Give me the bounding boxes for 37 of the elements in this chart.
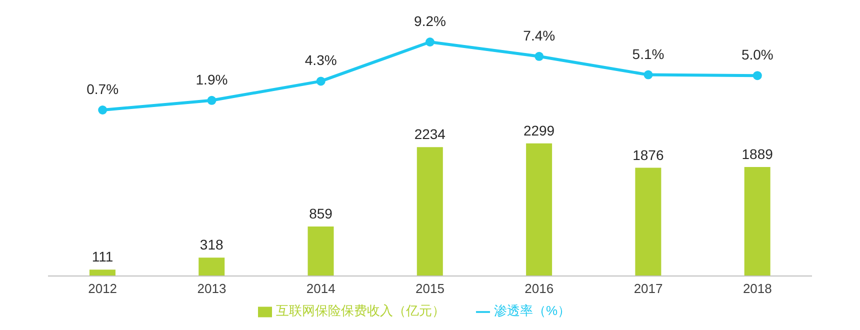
point — [644, 70, 653, 80]
data-label: 2234 — [414, 126, 446, 142]
legend-label: 渗透率（%） — [494, 303, 571, 318]
point — [752, 71, 762, 80]
point — [207, 96, 216, 105]
bar — [744, 167, 770, 276]
data-label: 859 — [309, 205, 333, 222]
bar — [198, 258, 225, 276]
data-label: 0.7% — [86, 81, 119, 97]
data-label: 7.4% — [523, 27, 556, 44]
point — [426, 38, 434, 46]
data-label: 9.2% — [414, 13, 446, 29]
data-label: 318 — [200, 236, 224, 253]
x-tick-label: 2016 — [524, 281, 554, 296]
data-label: 5.1% — [632, 46, 664, 62]
data-label: 1889 — [742, 146, 774, 162]
data-label: 1.9% — [196, 71, 228, 88]
bar — [89, 270, 116, 276]
bar — [416, 147, 443, 276]
legend-label: 互联网保险保费收入（亿元） — [276, 303, 445, 318]
x-tick-label: 2012 — [88, 281, 118, 296]
x-tick-label: 2015 — [416, 281, 444, 296]
data-label: 111 — [92, 248, 114, 265]
bar — [308, 226, 334, 276]
data-label: 5.0% — [741, 46, 774, 63]
x-tick-label: 2013 — [197, 281, 226, 296]
data-label: 1876 — [632, 146, 664, 163]
point — [316, 76, 326, 86]
bar — [526, 143, 552, 276]
point — [534, 52, 544, 61]
x-tick-label: 2017 — [634, 281, 663, 296]
point — [98, 106, 108, 114]
bar — [635, 168, 662, 276]
x-tick-label: 2014 — [306, 281, 336, 296]
x-tick-label: 2018 — [742, 281, 772, 296]
data-label: 4.3% — [304, 52, 337, 68]
data-label: 2299 — [523, 122, 555, 138]
